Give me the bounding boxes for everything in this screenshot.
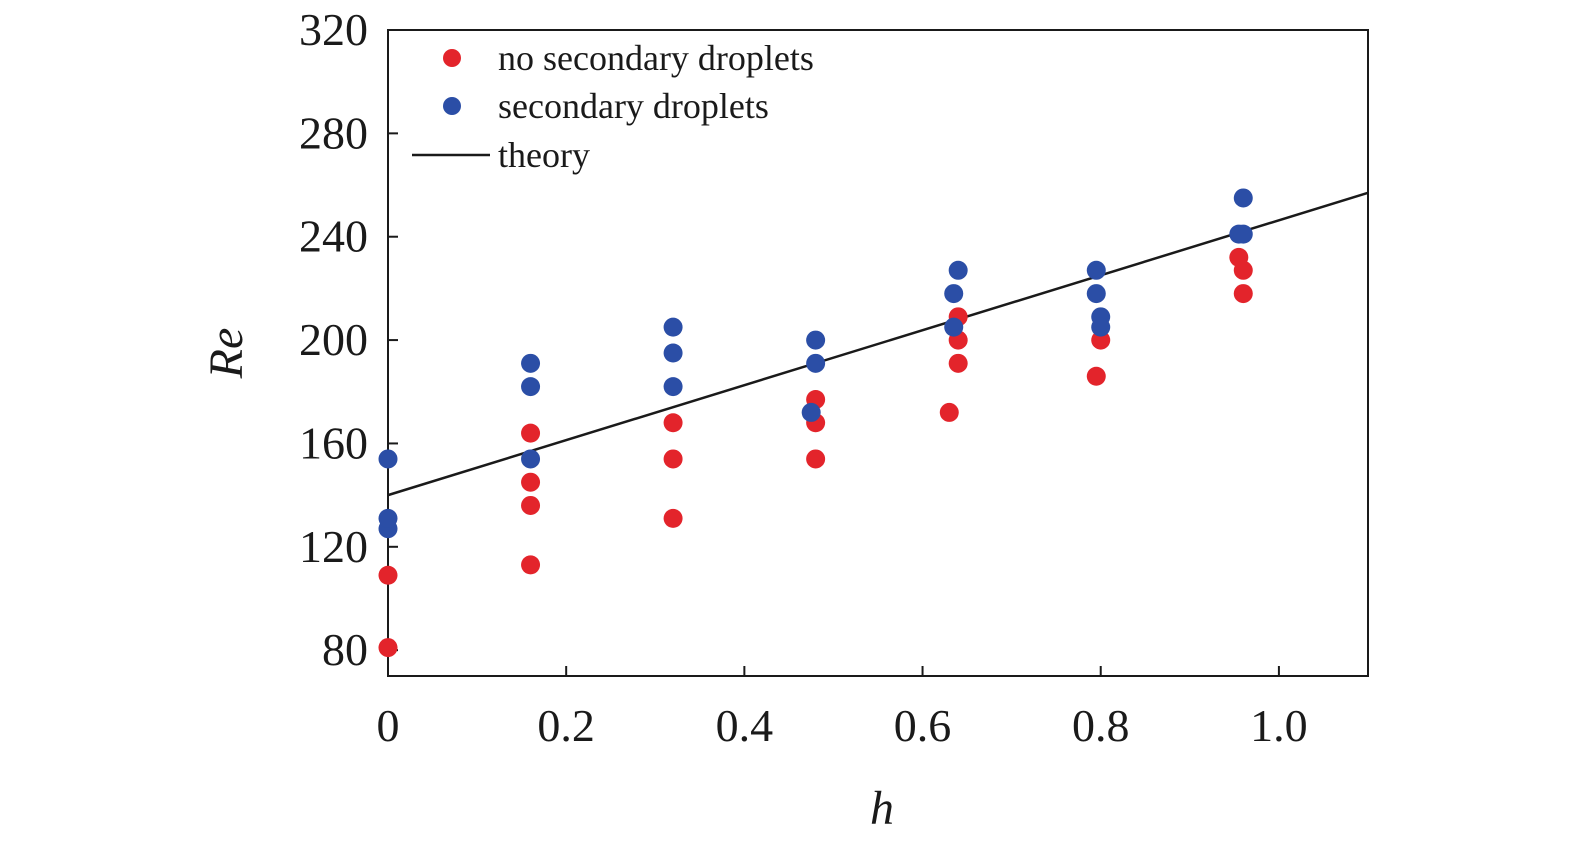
secondary-droplets-point	[944, 317, 964, 337]
theory-line	[387, 191, 1369, 497]
x-tick-label: 0.2	[537, 700, 595, 751]
secondary-droplets-point	[948, 260, 968, 280]
x-tick-label: 1.0	[1250, 700, 1308, 751]
no-secondary-droplets-point	[663, 449, 683, 469]
x-tick-label: 0	[377, 700, 400, 751]
y-tick-label: 240	[299, 211, 368, 262]
x-tick-label: 0.8	[1072, 700, 1130, 751]
secondary-droplets-point	[378, 508, 398, 528]
no-secondary-droplets-point	[521, 555, 541, 575]
no-secondary-droplets-point	[663, 508, 683, 528]
secondary-droplets-point	[944, 284, 964, 304]
y-axis-title: Re	[200, 328, 253, 380]
secondary-droplets-point	[521, 449, 541, 469]
y-tick-label: 160	[299, 417, 368, 468]
tick-labels: 0 0.2 0.4 0.6 0.8 1.0 80 120 160 200 240 280 320	[299, 4, 1308, 751]
no-secondary-droplets-point	[378, 565, 398, 585]
plot-frame	[387, 29, 1369, 677]
secondary-droplets-point	[378, 449, 398, 469]
secondary-droplets-point	[521, 353, 541, 373]
secondary-droplets-point	[806, 330, 826, 350]
secondary-droplets-point	[663, 317, 683, 337]
secondary-droplets-point	[663, 377, 683, 397]
legend: no secondary droplets secondary droplets…	[412, 38, 814, 175]
no-secondary-droplets-point	[1233, 260, 1253, 280]
secondary-droplets-point	[1233, 188, 1253, 208]
secondary-droplets-point	[1233, 224, 1253, 244]
y-tick-label: 280	[299, 107, 368, 158]
no-secondary-droplets-point	[663, 413, 683, 433]
secondary-droplets-point	[521, 377, 541, 397]
y-tick-label: 320	[299, 4, 368, 55]
x-tick-label: 0.6	[894, 700, 952, 751]
secondary-droplets-point	[806, 353, 826, 373]
legend-marker-no-secondary-droplets	[443, 49, 461, 67]
legend-label-no-secondary-droplets: no secondary droplets	[498, 38, 814, 78]
data-points-layer	[378, 188, 1253, 658]
x-axis-title: h	[870, 782, 894, 835]
legend-label-secondary-droplets: secondary droplets	[498, 86, 769, 126]
no-secondary-droplets-point	[378, 638, 398, 658]
secondary-droplets-point	[1086, 260, 1106, 280]
legend-label-theory: theory	[498, 135, 590, 175]
secondary-droplets-point	[663, 343, 683, 363]
theory-line-layer	[387, 191, 1369, 497]
no-secondary-droplets-point	[521, 495, 541, 515]
no-secondary-droplets-point	[1233, 284, 1253, 304]
secondary-droplets-point	[1091, 317, 1111, 337]
no-secondary-droplets-point	[939, 402, 959, 422]
no-secondary-droplets-point	[1086, 366, 1106, 386]
y-tick-label: 80	[322, 624, 368, 675]
y-tick-label: 120	[299, 521, 368, 572]
no-secondary-droplets-point	[948, 353, 968, 373]
secondary-droplets-point	[801, 402, 821, 422]
axis-ticks	[388, 29, 1280, 676]
y-tick-label: 200	[299, 314, 368, 365]
x-tick-label: 0.4	[716, 700, 774, 751]
plot-area	[387, 29, 1369, 677]
no-secondary-droplets-point	[521, 423, 541, 443]
no-secondary-droplets-point	[521, 472, 541, 492]
no-secondary-droplets-point	[806, 449, 826, 469]
secondary-droplets-point	[1086, 284, 1106, 304]
legend-marker-secondary-droplets	[443, 97, 461, 115]
